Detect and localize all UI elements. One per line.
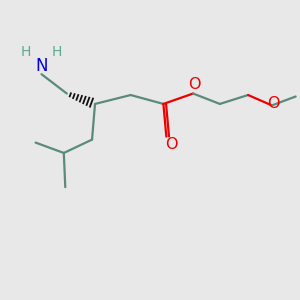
Text: O: O bbox=[188, 76, 201, 92]
Text: O: O bbox=[267, 96, 280, 111]
Text: O: O bbox=[165, 137, 178, 152]
Text: N: N bbox=[35, 57, 48, 75]
Text: H: H bbox=[21, 45, 31, 59]
Text: H: H bbox=[52, 45, 62, 59]
